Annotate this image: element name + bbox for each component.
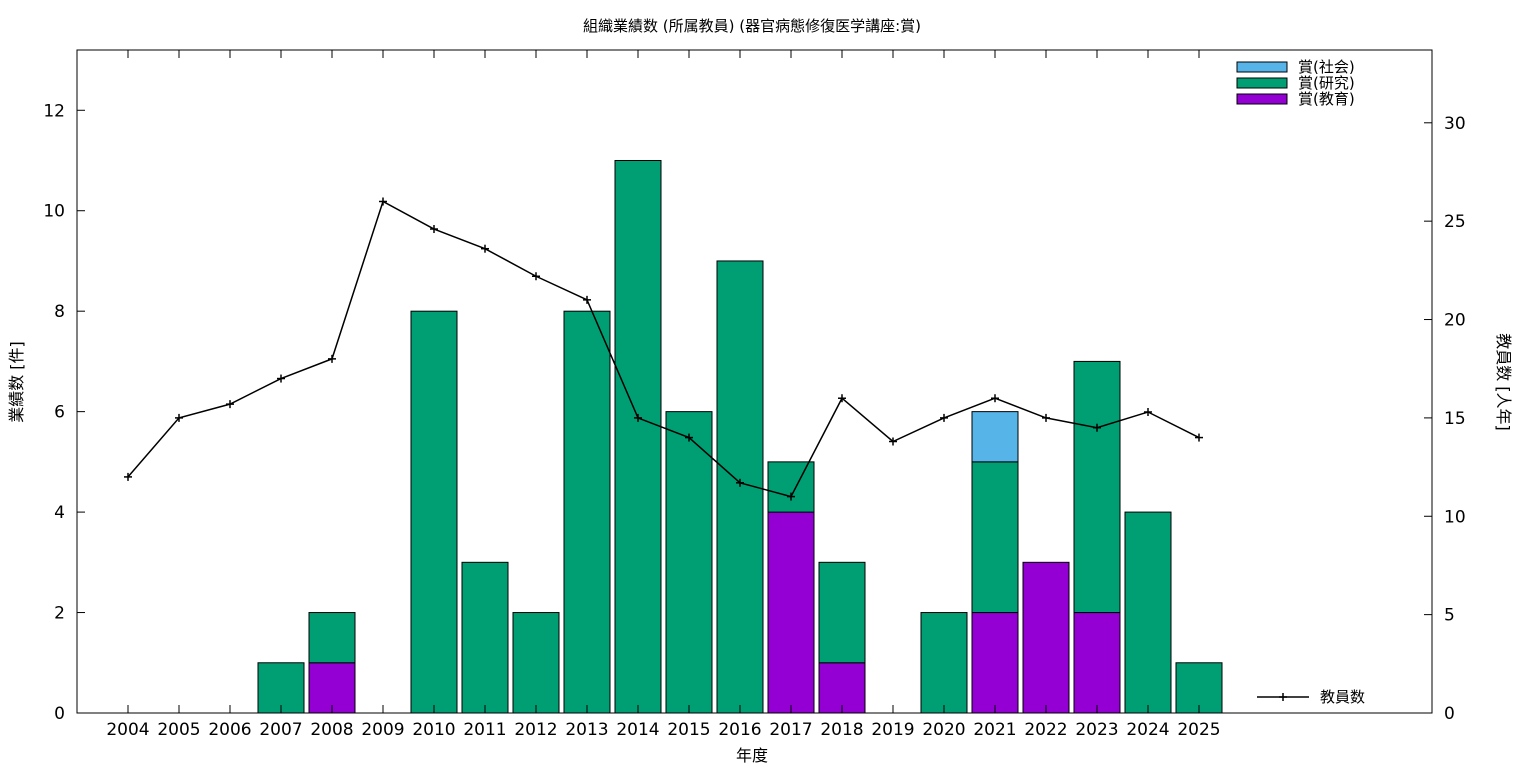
teacher-count-point-2019 bbox=[889, 437, 897, 446]
bar-2018-series-1 bbox=[818, 561, 866, 664]
y2-tick-label-0: 0 bbox=[1444, 704, 1455, 724]
x-tick-label-2013: 2013 bbox=[565, 720, 608, 740]
teacher-count-point-2004 bbox=[124, 472, 132, 481]
x-tick-label-2016: 2016 bbox=[718, 720, 761, 740]
bar-2024-series-1 bbox=[1124, 511, 1172, 714]
y-axis-label: 業績数 [件] bbox=[7, 341, 26, 423]
x-tick-label-2010: 2010 bbox=[412, 720, 455, 740]
x-tick-label-2020: 2020 bbox=[922, 720, 965, 740]
y2-tick-label-15: 15 bbox=[1444, 409, 1466, 429]
legend-swatch-2 bbox=[1236, 93, 1288, 105]
teacher-count-point-2022 bbox=[1042, 413, 1050, 422]
x-tick-label-2024: 2024 bbox=[1126, 720, 1169, 740]
teacher-count-point-2010 bbox=[430, 225, 438, 234]
teacher-count-point-2013 bbox=[583, 295, 591, 304]
x-tick-label-2012: 2012 bbox=[514, 720, 557, 740]
x-tick-label-2019: 2019 bbox=[871, 720, 914, 740]
x-tick-label-2009: 2009 bbox=[361, 720, 404, 740]
teacher-count-point-2016 bbox=[736, 478, 744, 487]
bar-2017-series-1 bbox=[767, 461, 815, 513]
teacher-count-point-2015 bbox=[685, 433, 693, 442]
bar-2014-series-1 bbox=[614, 160, 662, 714]
x-tick-label-2004: 2004 bbox=[106, 720, 149, 740]
teacher-count-point-2024 bbox=[1144, 407, 1152, 416]
teacher-count-point-2009 bbox=[379, 197, 387, 206]
y-tick-label-10: 10 bbox=[43, 202, 65, 222]
bar-2015-series-1 bbox=[665, 411, 713, 714]
bar-2020-series-1 bbox=[920, 612, 968, 714]
teacher-count-point-2012 bbox=[532, 272, 540, 281]
bar-2023-series-0 bbox=[1073, 612, 1121, 714]
y2-tick-label-10: 10 bbox=[1444, 507, 1466, 527]
x-tick-label-2006: 2006 bbox=[208, 720, 251, 740]
bar-2013-series-1 bbox=[563, 310, 611, 714]
teacher-count-point-2017 bbox=[787, 492, 795, 501]
x-tick-label-2014: 2014 bbox=[616, 720, 659, 740]
teacher-count-point-2020 bbox=[940, 413, 948, 422]
teacher-count-point-2014 bbox=[634, 413, 642, 422]
legend-label-1: 賞(研究) bbox=[1298, 74, 1355, 92]
teacher-count-point-2007 bbox=[277, 374, 285, 383]
x-tick-label-2023: 2023 bbox=[1075, 720, 1118, 740]
teacher-count-point-2025 bbox=[1195, 433, 1203, 442]
teacher-count-point-2018 bbox=[838, 394, 846, 403]
y2-tick-label-25: 25 bbox=[1444, 212, 1466, 232]
bar-2021-series-1 bbox=[971, 461, 1019, 614]
x-tick-label-2021: 2021 bbox=[973, 720, 1016, 740]
y2-axis-label: 教員数 [人年] bbox=[1494, 333, 1513, 431]
y-tick-label-8: 8 bbox=[54, 302, 65, 322]
x-axis-label: 年度 bbox=[736, 746, 768, 765]
y2-tick-label-20: 20 bbox=[1444, 311, 1466, 331]
teacher-count-point-2008 bbox=[328, 354, 336, 363]
bar-2008-series-1 bbox=[308, 612, 356, 664]
y2-tick-label-30: 30 bbox=[1444, 114, 1466, 134]
x-tick-label-2015: 2015 bbox=[667, 720, 710, 740]
legend-label-0: 賞(社会) bbox=[1298, 58, 1355, 76]
legend-swatch-0 bbox=[1236, 61, 1288, 73]
x-tick-label-2007: 2007 bbox=[259, 720, 302, 740]
line-layer bbox=[124, 197, 1203, 501]
teacher-count-line bbox=[127, 200, 1200, 498]
y-tick-label-2: 2 bbox=[54, 604, 65, 624]
bar-2017-series-0 bbox=[767, 511, 815, 714]
teacher-count-point-2005 bbox=[175, 413, 183, 422]
teacher-count-point-2011 bbox=[481, 244, 489, 253]
bar-2022-series-0 bbox=[1022, 561, 1070, 714]
y-tick-label-6: 6 bbox=[54, 403, 65, 423]
bar-2011-series-1 bbox=[461, 561, 509, 714]
teacher-count-point-2021 bbox=[991, 394, 999, 403]
y-tick-label-4: 4 bbox=[54, 503, 65, 523]
x-tick-label-2025: 2025 bbox=[1177, 720, 1220, 740]
x-tick-label-2022: 2022 bbox=[1024, 720, 1067, 740]
bar-2021-series-2 bbox=[971, 411, 1019, 463]
x-tick-label-2008: 2008 bbox=[310, 720, 353, 740]
x-tick-label-2005: 2005 bbox=[157, 720, 200, 740]
chart-title: 組織業績数 (所属教員) (器官病態修復医学講座:賞) bbox=[583, 17, 921, 35]
bar-2008-series-0 bbox=[308, 662, 356, 714]
bar-2018-series-0 bbox=[818, 662, 866, 714]
x-tick-label-2017: 2017 bbox=[769, 720, 812, 740]
teacher-count-point-2023 bbox=[1093, 423, 1101, 432]
legend-line-label: 教員数 bbox=[1320, 688, 1365, 706]
y2-tick-label-5: 5 bbox=[1444, 606, 1455, 626]
legend: 賞(社会)賞(研究)賞(教育) 教員数 bbox=[1236, 58, 1365, 706]
legend-label-2: 賞(教育) bbox=[1298, 90, 1355, 108]
x-tick-label-2011: 2011 bbox=[463, 720, 506, 740]
legend-swatch-1 bbox=[1236, 77, 1288, 89]
y-tick-label-12: 12 bbox=[43, 101, 65, 121]
bar-2012-series-1 bbox=[512, 612, 560, 714]
y-tick-label-0: 0 bbox=[54, 704, 65, 724]
bars-layer bbox=[257, 160, 1223, 714]
teacher-count-point-2006 bbox=[226, 400, 234, 409]
bar-2010-series-1 bbox=[410, 310, 458, 714]
x-tick-label-2018: 2018 bbox=[820, 720, 863, 740]
bar-2021-series-0 bbox=[971, 612, 1019, 714]
bar-2023-series-1 bbox=[1073, 360, 1121, 614]
